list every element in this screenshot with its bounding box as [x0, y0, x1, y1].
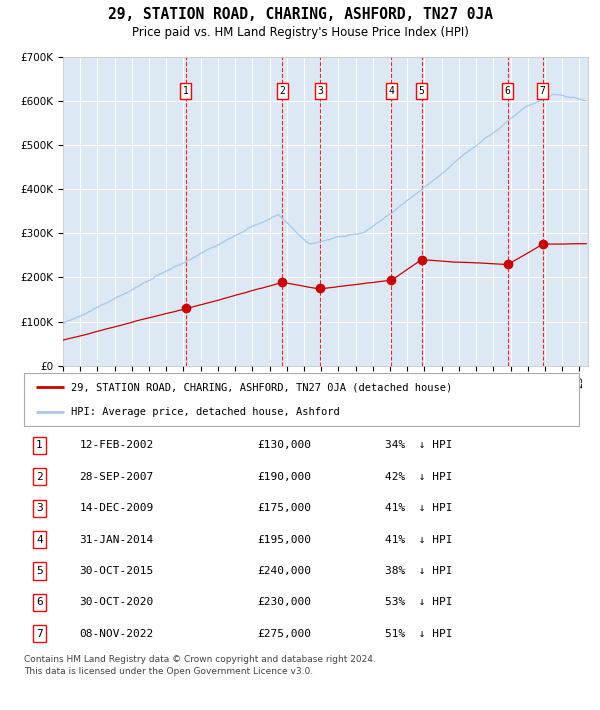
- Text: 31-JAN-2014: 31-JAN-2014: [79, 535, 154, 545]
- Text: 08-NOV-2022: 08-NOV-2022: [79, 629, 154, 639]
- Text: This data is licensed under the Open Government Licence v3.0.: This data is licensed under the Open Gov…: [24, 667, 313, 677]
- Text: HPI: Average price, detached house, Ashford: HPI: Average price, detached house, Ashf…: [71, 407, 340, 417]
- Text: 2: 2: [280, 86, 285, 97]
- Text: £175,000: £175,000: [257, 503, 311, 513]
- Text: 3: 3: [317, 86, 323, 97]
- Text: 51%  ↓ HPI: 51% ↓ HPI: [385, 629, 452, 639]
- Text: 3: 3: [36, 503, 43, 513]
- Text: £190,000: £190,000: [257, 471, 311, 481]
- Text: 28-SEP-2007: 28-SEP-2007: [79, 471, 154, 481]
- Text: 1: 1: [182, 86, 188, 97]
- Text: £130,000: £130,000: [257, 440, 311, 450]
- Text: 41%  ↓ HPI: 41% ↓ HPI: [385, 535, 452, 545]
- Text: 4: 4: [388, 86, 394, 97]
- Text: Price paid vs. HM Land Registry's House Price Index (HPI): Price paid vs. HM Land Registry's House …: [131, 26, 469, 39]
- Text: 42%  ↓ HPI: 42% ↓ HPI: [385, 471, 452, 481]
- Text: £195,000: £195,000: [257, 535, 311, 545]
- Text: 29, STATION ROAD, CHARING, ASHFORD, TN27 0JA (detached house): 29, STATION ROAD, CHARING, ASHFORD, TN27…: [71, 382, 452, 392]
- Text: 53%  ↓ HPI: 53% ↓ HPI: [385, 598, 452, 608]
- Text: 2: 2: [36, 471, 43, 481]
- Text: 14-DEC-2009: 14-DEC-2009: [79, 503, 154, 513]
- Text: 30-OCT-2015: 30-OCT-2015: [79, 566, 154, 576]
- Text: 34%  ↓ HPI: 34% ↓ HPI: [385, 440, 452, 450]
- Text: £230,000: £230,000: [257, 598, 311, 608]
- Text: 12-FEB-2002: 12-FEB-2002: [79, 440, 154, 450]
- Text: 6: 6: [505, 86, 511, 97]
- Text: £275,000: £275,000: [257, 629, 311, 639]
- Text: 38%  ↓ HPI: 38% ↓ HPI: [385, 566, 452, 576]
- Text: Contains HM Land Registry data © Crown copyright and database right 2024.: Contains HM Land Registry data © Crown c…: [24, 655, 376, 664]
- Text: 6: 6: [36, 598, 43, 608]
- Text: 1: 1: [36, 440, 43, 450]
- Text: 5: 5: [36, 566, 43, 576]
- Text: 7: 7: [36, 629, 43, 639]
- Text: 4: 4: [36, 535, 43, 545]
- Text: 41%  ↓ HPI: 41% ↓ HPI: [385, 503, 452, 513]
- Text: 30-OCT-2020: 30-OCT-2020: [79, 598, 154, 608]
- Text: 5: 5: [419, 86, 424, 97]
- Text: 29, STATION ROAD, CHARING, ASHFORD, TN27 0JA: 29, STATION ROAD, CHARING, ASHFORD, TN27…: [107, 7, 493, 22]
- Text: £240,000: £240,000: [257, 566, 311, 576]
- Text: 7: 7: [539, 86, 545, 97]
